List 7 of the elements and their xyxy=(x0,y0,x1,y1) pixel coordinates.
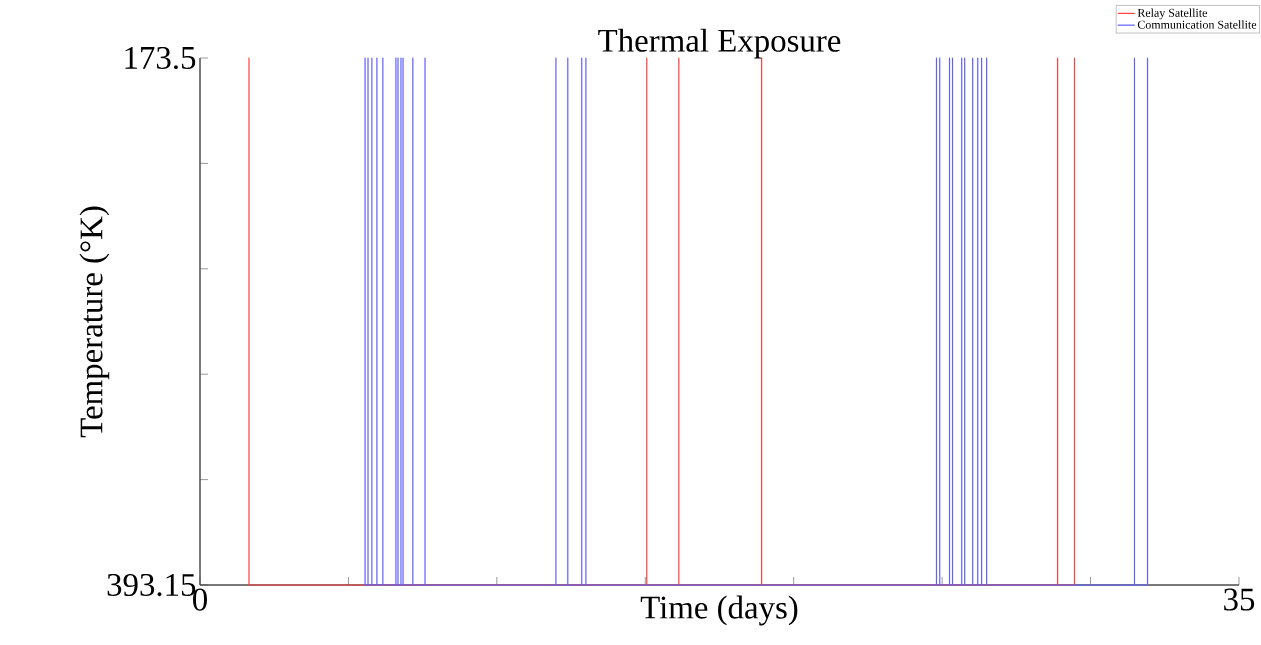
chart-title: Thermal Exposure xyxy=(598,28,841,59)
legend-label: Relay Satellite xyxy=(1137,8,1208,20)
y-tick-label: 173.5 xyxy=(125,46,196,70)
legend-label: Communication Satellite xyxy=(1137,20,1257,29)
x-axis-title: Time (days) xyxy=(640,595,798,626)
y-axis-title: Temperature (°K) xyxy=(79,206,110,438)
x-tick-label: 35 xyxy=(1224,588,1255,611)
